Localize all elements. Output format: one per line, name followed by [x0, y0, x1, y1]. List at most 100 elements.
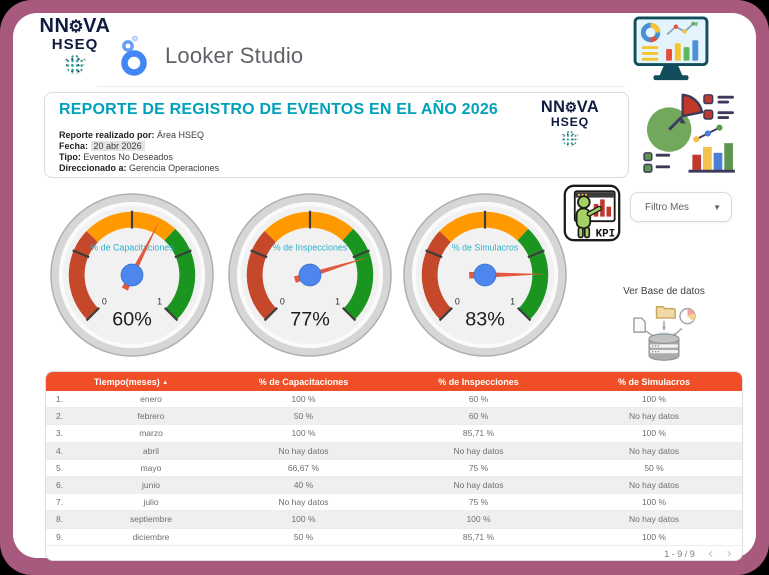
- sort-ascending-icon: ▲: [162, 379, 169, 386]
- column-header[interactable]: % de Capacitaciones: [258, 376, 349, 387]
- table-row[interactable]: 3. marzo 100 % 85,71 % 100 %: [46, 425, 742, 443]
- table-cell: No hay datos: [453, 480, 504, 491]
- table-header-row: Tiempo(meses) ▲ % de Capacitaciones % de I…: [46, 372, 742, 391]
- gear-icon: ⚙: [564, 99, 578, 115]
- meta-line: Tipo: Eventos No Deseados: [59, 152, 173, 162]
- pagination-next-button[interactable]: ›: [726, 546, 732, 561]
- gauge-title: % de Simulacros: [452, 242, 519, 252]
- row-index: 4.: [56, 445, 64, 456]
- meta-line: Reporte realizado por: Área HSEQ: [59, 130, 205, 140]
- looker-studio-icon: [121, 35, 147, 76]
- table-cell: No hay datos: [628, 514, 680, 525]
- gauge-inspecciones: % de Inspecciones 0 1 77%: [226, 191, 394, 359]
- gauge-simulacros: % de Simulacros 0 1 83%: [401, 191, 569, 359]
- table-cell: 100 %: [641, 531, 667, 542]
- table-cell: 100 %: [641, 428, 667, 439]
- view-database-link[interactable]: Ver Base de datos: [614, 281, 714, 365]
- table-cell: 50 %: [293, 411, 314, 422]
- pagination-range: 1 - 9 / 9: [664, 549, 695, 559]
- table-cell: 50 %: [293, 531, 314, 542]
- title-card: REPORTE DE REGISTRO DE EVENTOS EN EL AÑO…: [44, 92, 629, 178]
- table-cell: 100 %: [291, 514, 316, 525]
- row-index: 3.: [56, 428, 64, 439]
- gear-icon: ⚙: [68, 16, 85, 36]
- gauge-min-label: 0: [280, 297, 285, 307]
- gauge-value: 83%: [465, 308, 505, 330]
- table-cell: 100 %: [291, 394, 316, 405]
- app-name: Looker Studio: [165, 43, 304, 68]
- header-divider: [97, 86, 625, 87]
- table-cell: septiembre: [129, 514, 173, 525]
- table-cell: 60 %: [468, 394, 489, 405]
- nnova-hseq-logo: NN ⚙ VA HSEQ: [27, 16, 123, 74]
- row-index: 6.: [56, 480, 64, 491]
- kpi-icon: KPI: [563, 184, 621, 242]
- column-header-tiempo[interactable]: Tiempo(meses) ▲: [93, 376, 169, 387]
- table-body: 1. enero 100 % 60 % 100 % 2. febrero 50 % 60 % No…: [46, 391, 742, 546]
- gauge-capacitaciones: % de Capacitaciones 0 1 60%: [48, 191, 216, 359]
- table-row[interactable]: 1. enero 100 % 60 % 100 %: [46, 391, 742, 409]
- table-cell: 100 %: [291, 428, 316, 439]
- report-meta: Reporte realizado por: Área HSEQ Fecha: 2…: [59, 130, 219, 174]
- table-cell: 100 %: [641, 394, 667, 405]
- table-cell: 50 %: [644, 462, 664, 473]
- table-cell: 60 %: [468, 411, 489, 422]
- table-row[interactable]: 4. abril No hay datos No hay datos No hay da…: [46, 442, 742, 460]
- filter-mes-dropdown[interactable]: Filtro Mes ▼: [630, 192, 732, 222]
- table-row[interactable]: 8. septiembre 100 % 100 % No hay datos: [46, 511, 742, 529]
- table-cell: No hay datos: [278, 497, 329, 508]
- row-index: 1.: [56, 394, 64, 405]
- table-row[interactable]: 7. julio No hay datos 75 % 100 %: [46, 494, 742, 512]
- table-cell: No hay datos: [628, 445, 680, 456]
- database-icon: [633, 306, 696, 361]
- row-index: 7.: [56, 497, 64, 508]
- monitor-dashboard-icon: [633, 16, 709, 81]
- table-cell: No hay datos: [278, 445, 329, 456]
- table-cell: mayo: [140, 462, 162, 473]
- brand-name: NN ⚙ VA: [39, 15, 111, 37]
- row-index: 5.: [56, 462, 64, 473]
- table-cell: 100 %: [466, 514, 491, 525]
- analytics-illustration-icon: [643, 93, 735, 173]
- table-cell: marzo: [139, 428, 163, 439]
- gauge-max-label: 1: [335, 297, 340, 307]
- row-index: 9.: [56, 531, 64, 542]
- chevron-down-icon: ▼: [713, 202, 721, 212]
- brand-dots-icon: [64, 54, 86, 74]
- table-cell: enero: [140, 394, 162, 405]
- table-pagination: 1 - 9 / 9 ‹ ›: [664, 546, 732, 561]
- gauge-min-label: 0: [455, 297, 460, 307]
- brand-dots-icon: [561, 130, 579, 147]
- table-cell: diciembre: [132, 531, 170, 542]
- kpi-caption: KPI: [596, 229, 616, 241]
- table-row[interactable]: 6. junio 40 % No hay datos No hay datos: [46, 476, 742, 495]
- table-cell: No hay datos: [628, 411, 680, 422]
- table-cell: 100 %: [641, 497, 667, 508]
- table-cell: 85,71 %: [462, 428, 495, 439]
- row-index: 2.: [56, 411, 64, 422]
- table-cell: 66,67 %: [287, 462, 320, 473]
- content-surface: NN ⚙ VA HSEQ Looker Studio: [13, 13, 756, 561]
- table-row[interactable]: 9. diciembre 50 % 85,71 % 100 %: [46, 528, 742, 546]
- table-cell: junio: [142, 480, 160, 491]
- table-row[interactable]: 2. febrero 50 % 60 % No hay datos: [46, 408, 742, 426]
- column-header[interactable]: % de Simulacros: [617, 376, 691, 387]
- table-cell: No hay datos: [628, 480, 680, 491]
- meta-line: Fecha: 20 abr 2026: [59, 141, 219, 152]
- gauge-max-label: 1: [157, 297, 162, 307]
- table-cell: 85,71 %: [462, 531, 495, 542]
- gauge-hub: [473, 263, 497, 287]
- looker-studio-link[interactable]: Looker Studio: [117, 35, 303, 77]
- column-header[interactable]: % de Inspecciones: [438, 376, 519, 387]
- gauge-hub: [298, 263, 322, 287]
- view-database-label: Ver Base de datos: [623, 286, 705, 297]
- table-cell: julio: [143, 497, 159, 508]
- pagination-prev-button[interactable]: ‹: [707, 546, 714, 561]
- report-title: REPORTE DE REGISTRO DE EVENTOS EN EL AÑO…: [59, 101, 499, 118]
- brand-subtitle: HSEQ: [51, 36, 99, 53]
- table-cell: abril: [142, 445, 160, 456]
- gauge-title: % de Capacitaciones: [90, 242, 174, 252]
- table-row[interactable]: 5. mayo 66,67 % 75 % 50 %: [46, 459, 742, 477]
- nnova-hseq-logo-small: NN ⚙ VA HSEQ: [531, 99, 610, 147]
